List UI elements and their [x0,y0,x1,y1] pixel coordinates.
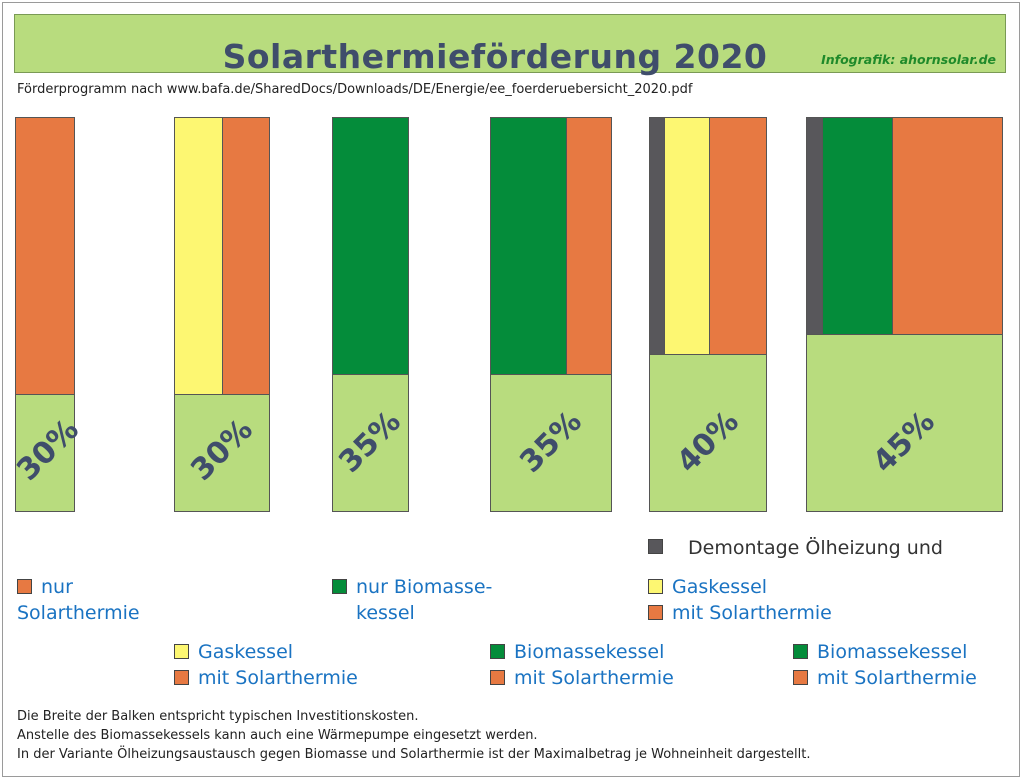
legend-demontage-biomasse-swatches [793,639,808,685]
footnotes: Die Breite der Balken entspricht typisch… [17,707,811,764]
legend-nur-biomasse: nur Biomasse- kessel [332,574,492,626]
legend-demontage: Demontage Ölheizung und [648,535,943,561]
legend-demontage-biomasse-line-1: Biomassekessel [817,641,968,663]
footnote-3: In der Variante Ölheizungsaustausch gege… [17,747,811,762]
legend-biomasse-solar-line-2: mit Solarthermie [514,667,674,689]
legend-demontage-biomasse: Biomassekessel mit Solarthermie [793,639,977,691]
legend-demontage-biomasse-line-2: mit Solarthermie [817,667,977,689]
legend-demontage-gaskessel-label: Gaskessel mit Solarthermie [672,574,832,626]
legend-gaskessel-solar-line-2: mit Solarthermie [198,667,358,689]
bar-6 [806,117,1003,512]
legend-nur-solarthermie-swatch [17,579,32,594]
legend-demontage-gaskessel-swatches [648,574,663,620]
footnote-2: Anstelle des Biomassekessels kann auch e… [17,728,538,743]
legend-demontage-gaskessel-line-1: Gaskessel [672,576,768,598]
legend-nur-biomasse-swatch [332,579,347,594]
legend-demontage-swatch [648,539,663,554]
chart-title: Solarthermieförderung 2020 [222,37,768,76]
bar-2 [174,117,270,512]
legend-biomasse-solar-line-1: Biomassekessel [514,641,665,663]
legend-gaskessel-solar-label: Gaskessel mit Solarthermie [198,639,358,691]
bar-6-biomasse-segment [822,117,893,335]
legend-gaskessel-solar-swatch [174,670,189,685]
bar-6-solarthermie-segment [892,117,1003,335]
legend-gaskessel-solar: Gaskessel mit Solarthermie [174,639,358,691]
title-box: Solarthermieförderung 2020 [14,14,1006,76]
bar-3 [332,117,409,512]
bar-1 [15,117,75,512]
bar-5-demontage-segment [649,117,665,355]
legend-biomasse-solar: Biomassekessel mit Solarthermie [490,639,674,691]
bar-2-solarthermie-segment [222,117,270,395]
legend-demontage-gaskessel: Gaskessel mit Solarthermie [648,574,832,626]
bar-2-gaskessel-segment [174,117,223,395]
legend-demontage-biomasse-label: Biomassekessel mit Solarthermie [817,639,977,691]
legend-demontage-biomasse-solar-swatch [793,670,808,685]
legend-gaskessel-solar-swatches [174,639,189,685]
legend-demontage-label: Demontage Ölheizung und [688,537,943,559]
bar-3-biomasse-segment [332,117,409,375]
source-text: Förderprogramm nach www.bafa.de/SharedDo… [17,82,693,97]
bar-5-gaskessel-segment [664,117,710,355]
bar-4 [490,117,612,512]
legend-biomasse-solar-label: Biomassekessel mit Solarthermie [514,639,674,691]
bar-5 [649,117,767,512]
legend-biomasse-solar-swatches [490,639,505,685]
footnote-1: Die Breite der Balken entspricht typisch… [17,709,419,724]
legend-biomasse-swatch [490,644,505,659]
legend-nur-biomasse-label: nur Biomasse- kessel [356,574,492,626]
legend-nur-solarthermie: nur Solarthermie [17,574,140,626]
bar-6-demontage-segment [806,117,823,335]
bar-4-biomasse-segment [490,117,567,375]
legend-demontage-biomasse-swatch [793,644,808,659]
legend-gaskessel-solar-line-1: Gaskessel [198,641,294,663]
legend-demontage-gaskessel-swatch [648,579,663,594]
legend-gaskessel-swatch [174,644,189,659]
legend-nur-biomasse-line-2: kessel [356,602,415,624]
legend-nur-solarthermie-line-2: Solarthermie [17,602,140,624]
legend-nur-biomasse-line-1: nur Biomasse- [356,576,493,598]
bar-1-solarthermie-segment [15,117,75,395]
legend-nur-solarthermie-label: nur Solarthermie [17,574,140,626]
bar-4-solarthermie-segment [566,117,612,375]
bar-5-solarthermie-segment [709,117,767,355]
legend-nur-solarthermie-line-1: nur [41,576,73,598]
legend-demontage-gaskessel-line-2: mit Solarthermie [672,602,832,624]
legend-biomasse-solar-swatch [490,670,505,685]
legend-demontage-gaskessel-solar-swatch [648,605,663,620]
credit-text: Infografik: ahornsolar.de [821,52,996,67]
